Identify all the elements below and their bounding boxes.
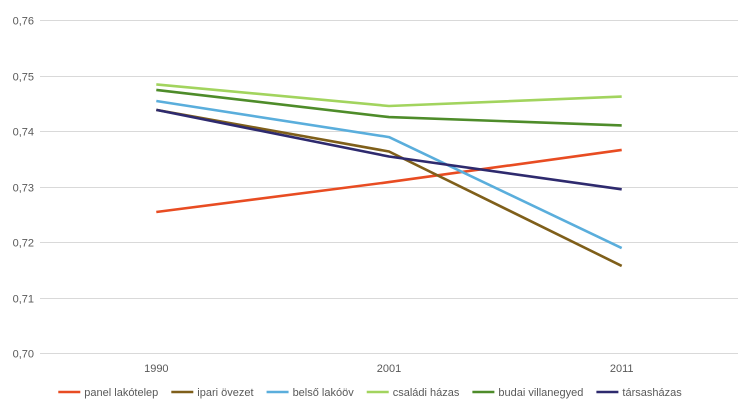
legend-label: panel lakótelep [84,387,158,399]
x-axis-tick-labels: 1990 2001 2011 [144,363,633,375]
legend-label: belső lakóöv [293,387,355,399]
series-line [156,99,623,250]
y-tick-label: 0,71 [13,294,34,306]
legend-label: társasházas [622,387,682,399]
y-tick-label: 0,76 [13,16,34,28]
x-tick-label: 1990 [144,363,168,375]
legend-label: családi házas [393,387,460,399]
y-tick-label: 0,73 [13,183,34,195]
gridlines [40,20,738,354]
series-line [156,83,622,108]
y-axis-tick-labels: 0,70 0,71 0,72 0,73 0,74 0,75 0,76 [13,16,34,361]
y-tick-label: 0,70 [13,349,34,361]
x-tick-label: 2001 [377,363,401,375]
series-line [156,108,622,191]
x-tick-label: 2011 [610,363,634,375]
legend: panel lakótelep ipari övezet belső lakóöv c… [58,387,682,399]
legend-label: budai villanegyed [498,387,583,399]
y-tick-label: 0,74 [13,127,34,139]
series-line [156,88,622,127]
y-tick-label: 0,72 [13,238,34,250]
series-line [156,108,623,268]
series-lines [156,83,623,268]
series-line [156,148,622,214]
y-tick-label: 0,75 [13,72,34,84]
legend-label: ipari övezet [197,387,253,399]
